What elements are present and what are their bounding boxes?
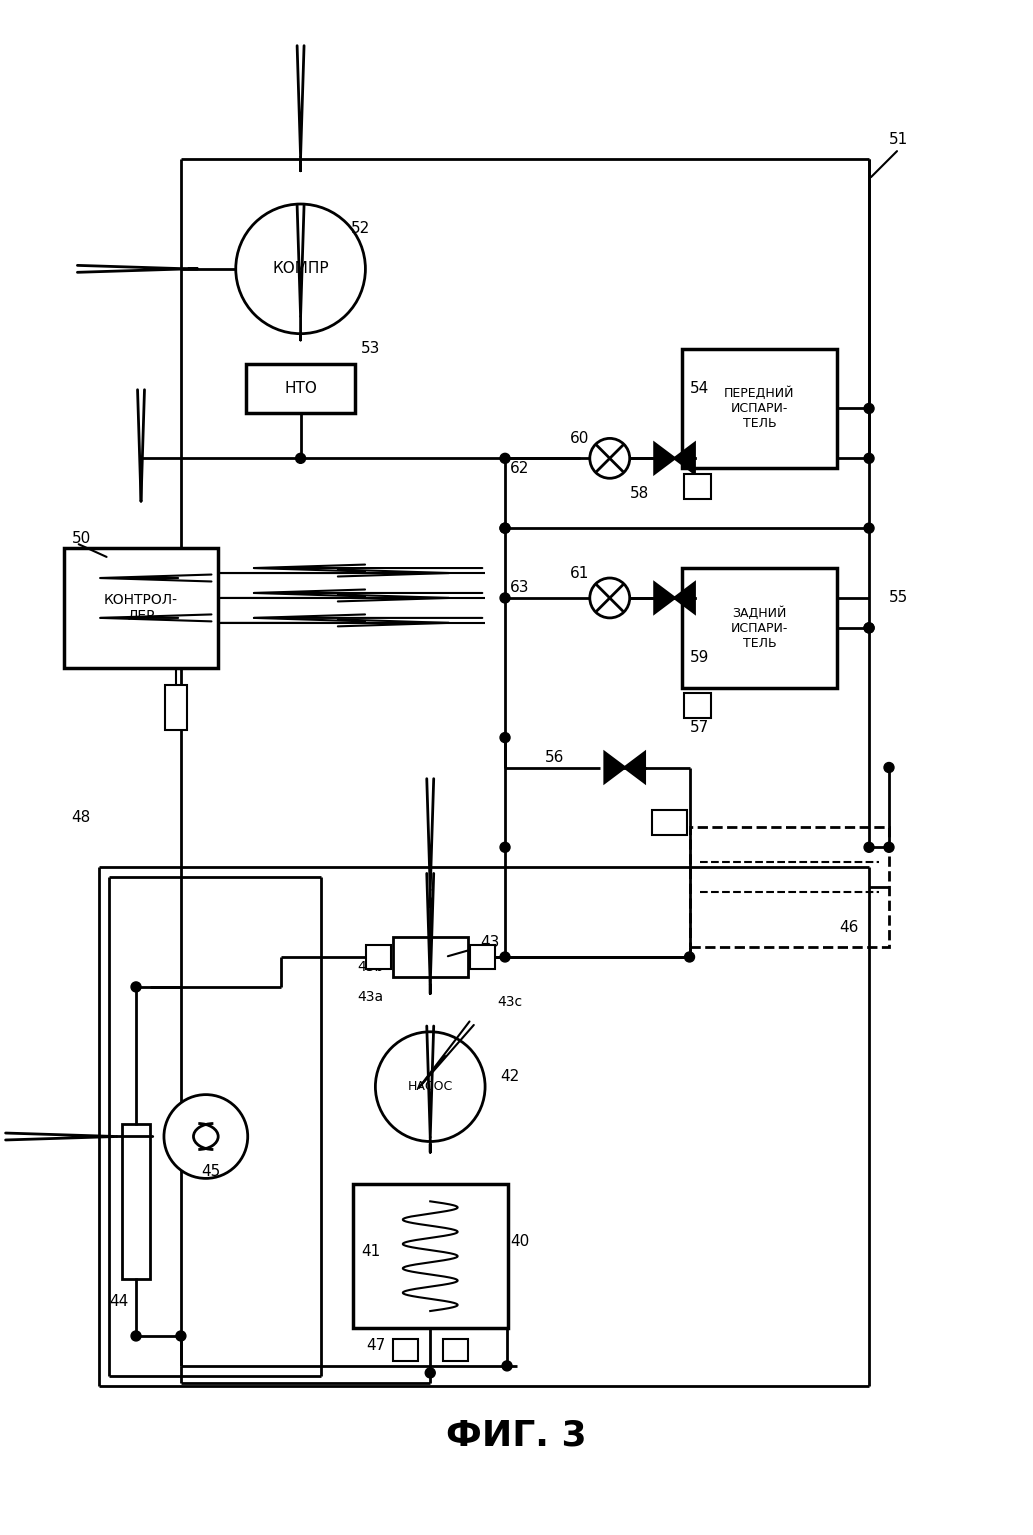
Circle shape (500, 453, 510, 464)
Text: 40: 40 (510, 1234, 530, 1249)
Text: 57: 57 (690, 720, 709, 735)
Polygon shape (625, 752, 645, 783)
FancyBboxPatch shape (684, 474, 712, 499)
Circle shape (131, 982, 142, 992)
Circle shape (685, 952, 694, 962)
Circle shape (590, 439, 630, 479)
FancyBboxPatch shape (652, 810, 687, 835)
Text: ПЕРЕДНИЙ
ИСПАРИ-
ТЕЛЬ: ПЕРЕДНИЙ ИСПАРИ- ТЕЛЬ (724, 387, 794, 430)
FancyBboxPatch shape (682, 568, 837, 688)
Circle shape (864, 453, 874, 464)
Circle shape (500, 523, 510, 533)
Circle shape (884, 763, 894, 772)
Polygon shape (655, 583, 675, 612)
Circle shape (502, 1362, 512, 1371)
Circle shape (500, 523, 510, 533)
FancyBboxPatch shape (393, 1339, 417, 1362)
FancyBboxPatch shape (122, 1124, 150, 1279)
Circle shape (500, 952, 510, 962)
Text: 42: 42 (500, 1070, 520, 1084)
Polygon shape (604, 752, 625, 783)
Text: 43: 43 (480, 935, 500, 950)
FancyBboxPatch shape (366, 944, 390, 970)
Circle shape (500, 732, 510, 743)
Circle shape (590, 579, 630, 619)
FancyBboxPatch shape (682, 348, 837, 468)
FancyBboxPatch shape (690, 827, 889, 947)
Text: 60: 60 (570, 431, 590, 445)
FancyBboxPatch shape (165, 685, 187, 731)
Circle shape (884, 843, 894, 852)
Polygon shape (675, 583, 694, 612)
Text: 54: 54 (690, 381, 709, 396)
Text: 45: 45 (201, 1164, 220, 1179)
Circle shape (295, 453, 306, 464)
Text: 62: 62 (510, 460, 530, 476)
Text: КОНТРОЛ-
ЛЕР: КОНТРОЛ- ЛЕР (104, 593, 178, 623)
FancyBboxPatch shape (684, 694, 712, 718)
FancyBboxPatch shape (393, 936, 468, 976)
Circle shape (864, 404, 874, 413)
Text: 52: 52 (351, 221, 370, 236)
FancyBboxPatch shape (246, 364, 355, 413)
FancyBboxPatch shape (470, 944, 495, 970)
Text: 44: 44 (109, 1294, 129, 1308)
Text: 53: 53 (361, 341, 380, 356)
Text: 48: 48 (71, 810, 91, 824)
Circle shape (864, 523, 874, 533)
Text: 58: 58 (630, 485, 650, 500)
Circle shape (176, 1331, 186, 1342)
Text: ФИГ. 3: ФИГ. 3 (445, 1418, 587, 1452)
Text: 50: 50 (71, 531, 91, 545)
Text: 61: 61 (570, 565, 590, 580)
Text: 43b: 43b (357, 959, 383, 975)
Text: 56: 56 (545, 751, 565, 764)
Text: 41: 41 (361, 1243, 380, 1259)
Text: НТО: НТО (284, 381, 317, 396)
Text: ЗАДНИЙ
ИСПАРИ-
ТЕЛЬ: ЗАДНИЙ ИСПАРИ- ТЕЛЬ (730, 606, 788, 649)
Circle shape (500, 843, 510, 852)
Circle shape (131, 1331, 142, 1342)
FancyBboxPatch shape (353, 1183, 507, 1328)
Circle shape (864, 623, 874, 632)
Text: НАСОС: НАСОС (408, 1081, 452, 1093)
Text: 46: 46 (840, 919, 858, 935)
Circle shape (864, 623, 874, 632)
Text: 43c: 43c (498, 995, 523, 1008)
Text: 63: 63 (510, 580, 530, 596)
FancyBboxPatch shape (443, 1339, 468, 1362)
Circle shape (864, 843, 874, 852)
Text: 59: 59 (690, 651, 710, 665)
Circle shape (164, 1094, 248, 1179)
Polygon shape (655, 444, 675, 473)
Polygon shape (675, 444, 694, 473)
Text: 55: 55 (889, 591, 909, 605)
Text: КОМПР: КОМПР (273, 261, 328, 276)
FancyBboxPatch shape (64, 548, 218, 668)
Text: 49: 49 (450, 1339, 470, 1354)
Text: 43a: 43a (357, 990, 383, 1004)
Circle shape (426, 1368, 435, 1378)
Circle shape (375, 1032, 486, 1142)
Circle shape (236, 204, 366, 333)
Circle shape (500, 593, 510, 603)
Text: 47: 47 (366, 1339, 385, 1354)
Text: 51: 51 (889, 132, 909, 147)
